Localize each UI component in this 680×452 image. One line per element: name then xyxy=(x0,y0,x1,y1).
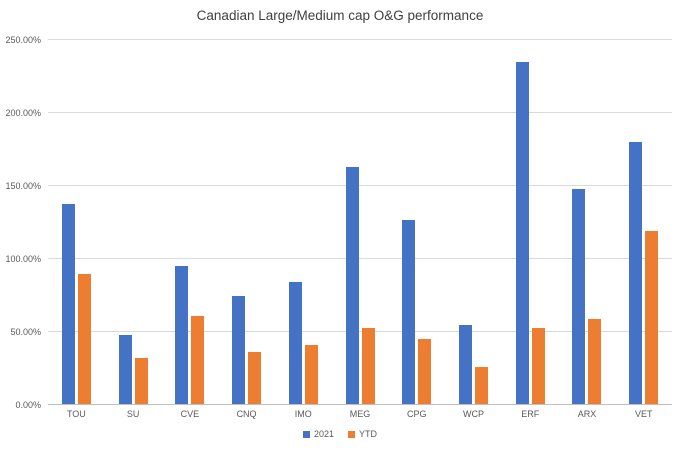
bars-layer xyxy=(48,40,672,405)
bar-group-imo xyxy=(275,40,332,405)
bar-ytd-cnq xyxy=(248,352,262,405)
bar-ytd-tou xyxy=(77,273,91,405)
bar-group-cpg xyxy=(388,40,445,405)
gridline xyxy=(48,331,672,332)
bar-ytd-vet xyxy=(645,231,659,405)
y-axis-tick-label: 150.00% xyxy=(5,181,41,191)
y-axis-tick-label: 50.00% xyxy=(10,327,41,337)
bar-2021-imo xyxy=(288,282,302,405)
bar-group-erf xyxy=(502,40,559,405)
gridline xyxy=(48,39,672,40)
bar-group-cve xyxy=(161,40,218,405)
x-axis-category-label-cpg: CPG xyxy=(407,409,427,419)
x-axis-category-labels: TOU SU CVE CNQ IMO MEG CPG WCP ERF ARX VET xyxy=(48,409,672,419)
legend-swatch-2021 xyxy=(302,430,310,438)
bar-ytd-su xyxy=(134,358,148,405)
bar-ytd-cve xyxy=(191,315,205,405)
legend-label-2021: 2021 xyxy=(313,429,335,439)
bar-ytd-imo xyxy=(304,345,318,405)
bar-ytd-wcp xyxy=(475,367,488,405)
x-axis-category-label-cnq: CNQ xyxy=(236,409,257,419)
bar-2021-su xyxy=(118,334,132,405)
bar-group-wcp xyxy=(445,40,502,405)
bar-ytd-meg xyxy=(361,327,375,405)
x-axis-category-label-meg: MEG xyxy=(349,409,371,419)
bar-group-vet xyxy=(615,40,672,405)
bar-ytd-cpg xyxy=(418,339,432,405)
bar-group-arx xyxy=(559,40,616,405)
x-axis-category-label-vet: VET xyxy=(634,409,653,419)
legend-item-ytd: YTD xyxy=(348,429,377,439)
plot-area: 0.00% 50.00% 100.00% 150.00% 200.00% 250.00% xyxy=(5,35,672,410)
legend-label-ytd: YTD xyxy=(359,429,378,439)
bar-group-cnq xyxy=(218,40,275,405)
bar-2021-cve xyxy=(175,266,189,405)
x-axis-category-label-erf: ERF xyxy=(521,409,540,419)
bar-group-meg xyxy=(332,40,389,405)
bar-2021-wcp xyxy=(459,324,472,405)
chart-title: Canadian Large/Medium cap O&G performanc… xyxy=(196,8,484,23)
y-axis-tick-label: 0.00% xyxy=(15,400,41,410)
bar-2021-cnq xyxy=(232,295,246,405)
legend-swatch-ytd xyxy=(348,430,356,438)
gridline xyxy=(48,112,672,113)
bar-2021-vet xyxy=(629,142,643,405)
bar-ytd-erf xyxy=(531,327,545,405)
x-axis-category-label-arx: ARX xyxy=(577,409,597,419)
bar-2021-tou xyxy=(61,203,75,405)
gridline xyxy=(48,258,672,259)
y-axis-tick-label: 200.00% xyxy=(5,108,41,118)
x-axis-category-label-cve: CVE xyxy=(180,409,200,419)
bar-2021-erf xyxy=(515,61,529,405)
bar-group-tou xyxy=(48,40,105,405)
legend-item-2021: 2021 xyxy=(302,429,335,439)
y-axis-tick-label: 250.00% xyxy=(5,35,41,45)
gridline xyxy=(48,185,672,186)
x-axis-line xyxy=(48,404,672,405)
bar-ytd-arx xyxy=(588,318,602,405)
bar-2021-meg xyxy=(345,167,359,405)
bar-2021-arx xyxy=(572,188,586,405)
legend: 2021 YTD xyxy=(0,429,680,439)
x-axis-category-label-wcp: WCP xyxy=(463,409,484,419)
y-axis-tick-label: 100.00% xyxy=(5,254,41,264)
x-axis-category-label-tou: TOU xyxy=(66,409,86,419)
bar-2021-cpg xyxy=(402,219,416,405)
x-axis-category-label-su: SU xyxy=(126,409,140,419)
bar-group-su xyxy=(105,40,162,405)
x-axis-category-label-imo: IMO xyxy=(294,409,312,419)
